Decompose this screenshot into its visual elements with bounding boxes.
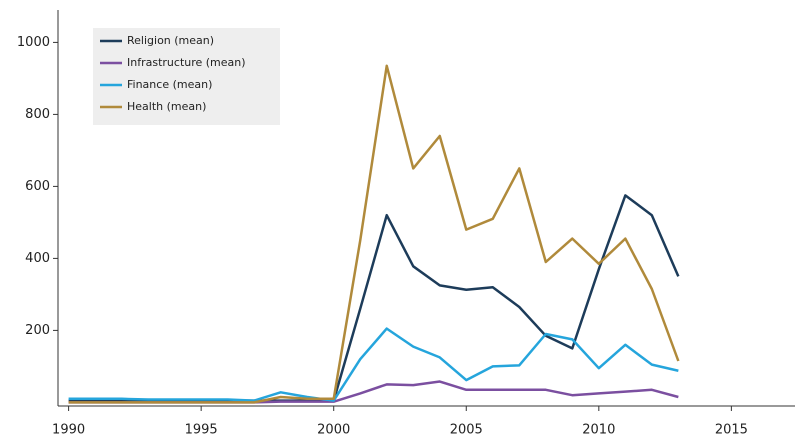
legend-label: Finance (mean) <box>127 78 212 91</box>
series-line <box>68 64 680 404</box>
x-tick-label: 2010 <box>582 423 615 438</box>
legend-box <box>93 28 280 125</box>
y-tick-label: 600 <box>25 179 50 194</box>
legend-label: Health (mean) <box>127 100 206 113</box>
x-tick-label: 2000 <box>317 423 350 438</box>
x-tick-label: 2015 <box>715 423 748 438</box>
y-tick-label: 200 <box>25 323 50 338</box>
y-tick-label: 800 <box>25 107 50 122</box>
series-line <box>68 327 679 402</box>
legend-label: Religion (mean) <box>127 34 214 47</box>
x-tick-label: 1990 <box>52 423 85 438</box>
x-tick-label: 2005 <box>450 423 483 438</box>
legend-label: Infrastructure (mean) <box>127 56 246 69</box>
y-tick-label: 1000 <box>17 35 50 50</box>
y-tick-label: 400 <box>25 251 50 266</box>
series-line <box>68 194 680 402</box>
x-tick-label: 1995 <box>185 423 218 438</box>
